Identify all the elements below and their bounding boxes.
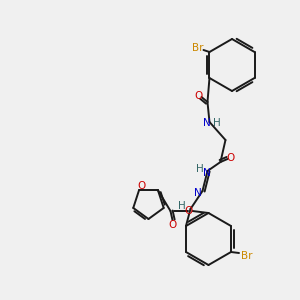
Text: N: N	[194, 188, 201, 198]
Text: Br: Br	[192, 43, 203, 53]
Text: N: N	[202, 118, 210, 128]
Text: H: H	[213, 118, 220, 128]
Text: O: O	[168, 220, 177, 230]
Text: H: H	[178, 201, 185, 211]
Text: O: O	[194, 91, 202, 101]
Text: Br: Br	[241, 251, 253, 261]
Text: O: O	[137, 181, 145, 191]
Text: H: H	[196, 164, 203, 174]
Text: N: N	[202, 168, 210, 178]
Text: O: O	[226, 153, 235, 163]
Text: O: O	[184, 206, 193, 216]
